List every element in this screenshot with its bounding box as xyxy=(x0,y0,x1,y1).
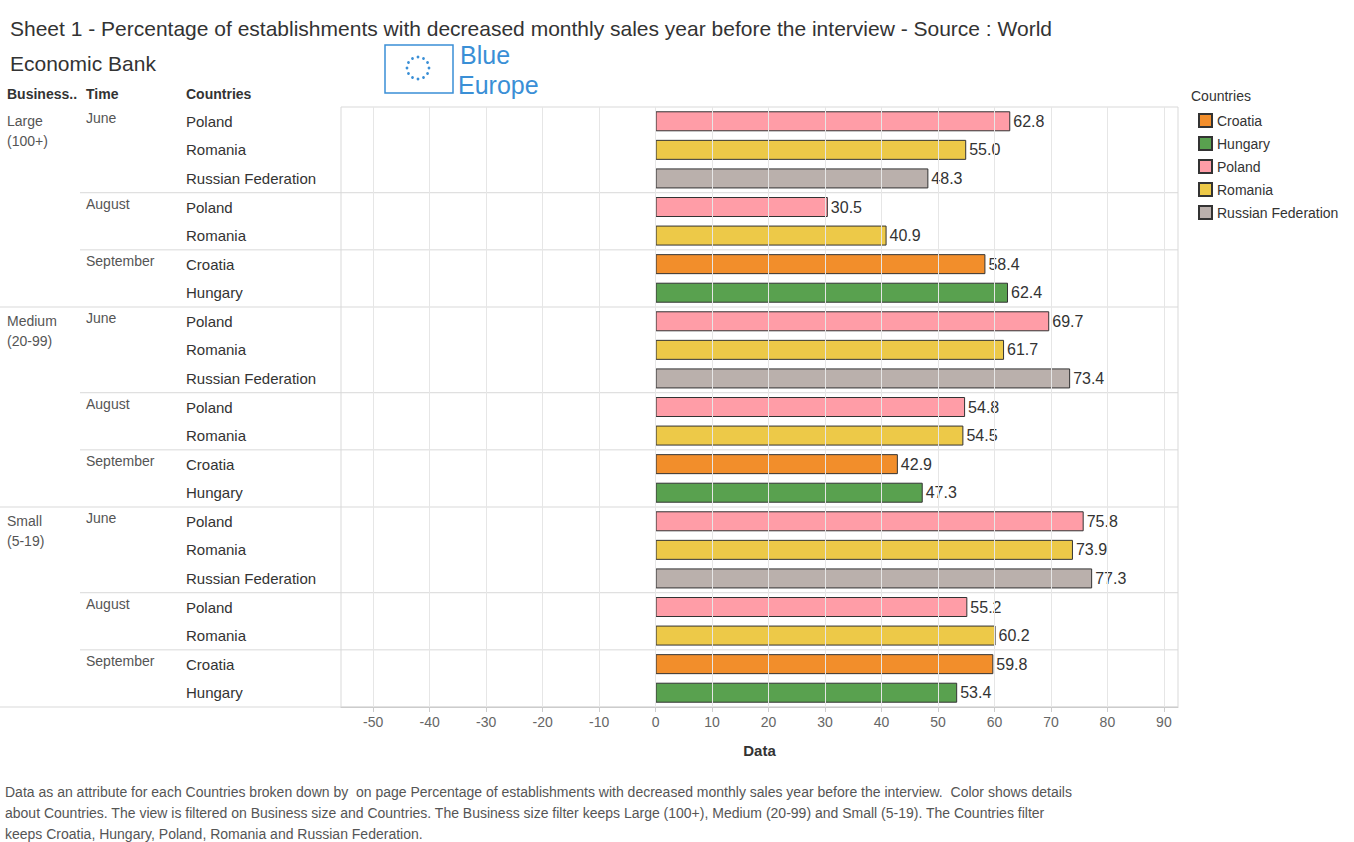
svg-text:Russian Federation: Russian Federation xyxy=(1217,205,1338,221)
svg-text:Hungary: Hungary xyxy=(186,484,243,501)
svg-text:20: 20 xyxy=(761,714,777,730)
svg-text:59.8: 59.8 xyxy=(996,656,1027,673)
svg-text:Poland: Poland xyxy=(186,313,233,330)
svg-text:0: 0 xyxy=(652,714,660,730)
svg-text:Poland: Poland xyxy=(186,513,233,530)
svg-text:(20-99): (20-99) xyxy=(7,333,52,349)
svg-text:Time: Time xyxy=(86,86,119,102)
svg-text:Romania: Romania xyxy=(186,627,247,644)
svg-text:73.9: 73.9 xyxy=(1076,541,1107,558)
svg-text:60: 60 xyxy=(987,714,1003,730)
svg-text:September: September xyxy=(86,653,155,669)
svg-text:Romania: Romania xyxy=(186,141,247,158)
svg-text:42.9: 42.9 xyxy=(901,456,932,473)
svg-text:Romania: Romania xyxy=(186,341,247,358)
svg-text:Romania: Romania xyxy=(186,427,247,444)
svg-text:Romania: Romania xyxy=(186,541,247,558)
svg-text:June: June xyxy=(86,110,117,126)
svg-text:Economic Bank: Economic Bank xyxy=(10,52,156,75)
svg-text:47.3: 47.3 xyxy=(926,484,957,501)
svg-text:June: June xyxy=(86,510,117,526)
svg-text:Poland: Poland xyxy=(1217,159,1261,175)
svg-text:75.8: 75.8 xyxy=(1087,513,1118,530)
svg-text:90: 90 xyxy=(1156,714,1172,730)
svg-text:40: 40 xyxy=(874,714,890,730)
svg-text:Medium: Medium xyxy=(7,313,57,329)
svg-text:58.4: 58.4 xyxy=(988,256,1019,273)
svg-text:54.5: 54.5 xyxy=(966,427,997,444)
svg-text:Small: Small xyxy=(7,513,42,529)
svg-text:Romania: Romania xyxy=(1217,182,1273,198)
svg-text:-30: -30 xyxy=(476,714,496,730)
svg-text:-20: -20 xyxy=(533,714,553,730)
svg-text:54.8: 54.8 xyxy=(968,398,1000,416)
svg-text:Croatia: Croatia xyxy=(186,256,235,273)
svg-text:30.5: 30.5 xyxy=(831,199,862,216)
svg-text:August: August xyxy=(86,596,130,612)
svg-text:September: September xyxy=(86,253,155,269)
svg-text:Sheet 1 - Percentage of establ: Sheet 1 - Percentage of establishments w… xyxy=(10,17,1058,40)
svg-text:August: August xyxy=(86,196,130,212)
svg-text:(5-19): (5-19) xyxy=(7,533,44,549)
svg-text:Hungary: Hungary xyxy=(1217,136,1270,152)
svg-text:Croatia: Croatia xyxy=(186,656,235,673)
svg-text:September: September xyxy=(86,453,155,469)
svg-text:30: 30 xyxy=(817,714,833,730)
svg-text:Large: Large xyxy=(7,113,43,129)
svg-text:Data as an attribute for each: Data as an attribute for each Countries … xyxy=(5,784,1076,800)
svg-text:-50: -50 xyxy=(363,714,383,730)
svg-text:53.4: 53.4 xyxy=(960,684,991,701)
svg-text:Poland: Poland xyxy=(186,399,233,416)
svg-text:80: 80 xyxy=(1100,714,1116,730)
svg-text:August: August xyxy=(86,396,130,412)
svg-text:40.9: 40.9 xyxy=(890,227,921,244)
svg-text:Poland: Poland xyxy=(186,599,233,616)
svg-text:69.7: 69.7 xyxy=(1052,313,1083,330)
svg-text:62.4: 62.4 xyxy=(1011,284,1042,301)
svg-text:50: 50 xyxy=(930,714,946,730)
svg-text:(100+): (100+) xyxy=(7,133,48,149)
svg-text:60.2: 60.2 xyxy=(999,627,1030,644)
svg-text:55.0: 55.0 xyxy=(969,141,1000,158)
svg-text:62.8: 62.8 xyxy=(1013,113,1044,130)
svg-text:55.2: 55.2 xyxy=(970,599,1001,616)
svg-text:Hungary: Hungary xyxy=(186,284,243,301)
svg-text:keeps Croatia, Hungary, Poland: keeps Croatia, Hungary, Poland, Romania … xyxy=(5,826,423,842)
svg-text:Croatia: Croatia xyxy=(1217,113,1262,129)
svg-text:Croatia: Croatia xyxy=(186,456,235,473)
svg-text:-10: -10 xyxy=(589,714,609,730)
svg-text:70: 70 xyxy=(1043,714,1059,730)
svg-text:Hungary: Hungary xyxy=(186,684,243,701)
svg-text:Romania: Romania xyxy=(186,227,247,244)
svg-text:77.3: 77.3 xyxy=(1095,570,1126,587)
svg-text:Poland: Poland xyxy=(186,113,233,130)
svg-text:Russian Federation: Russian Federation xyxy=(186,370,316,387)
svg-text:Poland: Poland xyxy=(186,199,233,216)
svg-text:June: June xyxy=(86,310,117,326)
svg-text:-40: -40 xyxy=(420,714,440,730)
svg-text:Business..: Business.. xyxy=(7,86,77,102)
svg-text:Russian Federation: Russian Federation xyxy=(186,170,316,187)
svg-text:Data: Data xyxy=(743,742,776,759)
svg-text:Countries: Countries xyxy=(186,86,252,102)
svg-text:about Countries. The view is f: about Countries. The view is filtered on… xyxy=(5,805,1048,821)
svg-text:73.4: 73.4 xyxy=(1073,370,1104,387)
svg-text:Blue: Blue xyxy=(460,41,510,69)
svg-text:Russian Federation: Russian Federation xyxy=(186,570,316,587)
svg-text:Countries: Countries xyxy=(1191,88,1251,104)
svg-text:61.7: 61.7 xyxy=(1007,341,1038,358)
svg-text:10: 10 xyxy=(704,714,720,730)
svg-text:48.3: 48.3 xyxy=(931,170,962,187)
svg-text:Europe: Europe xyxy=(458,71,539,99)
